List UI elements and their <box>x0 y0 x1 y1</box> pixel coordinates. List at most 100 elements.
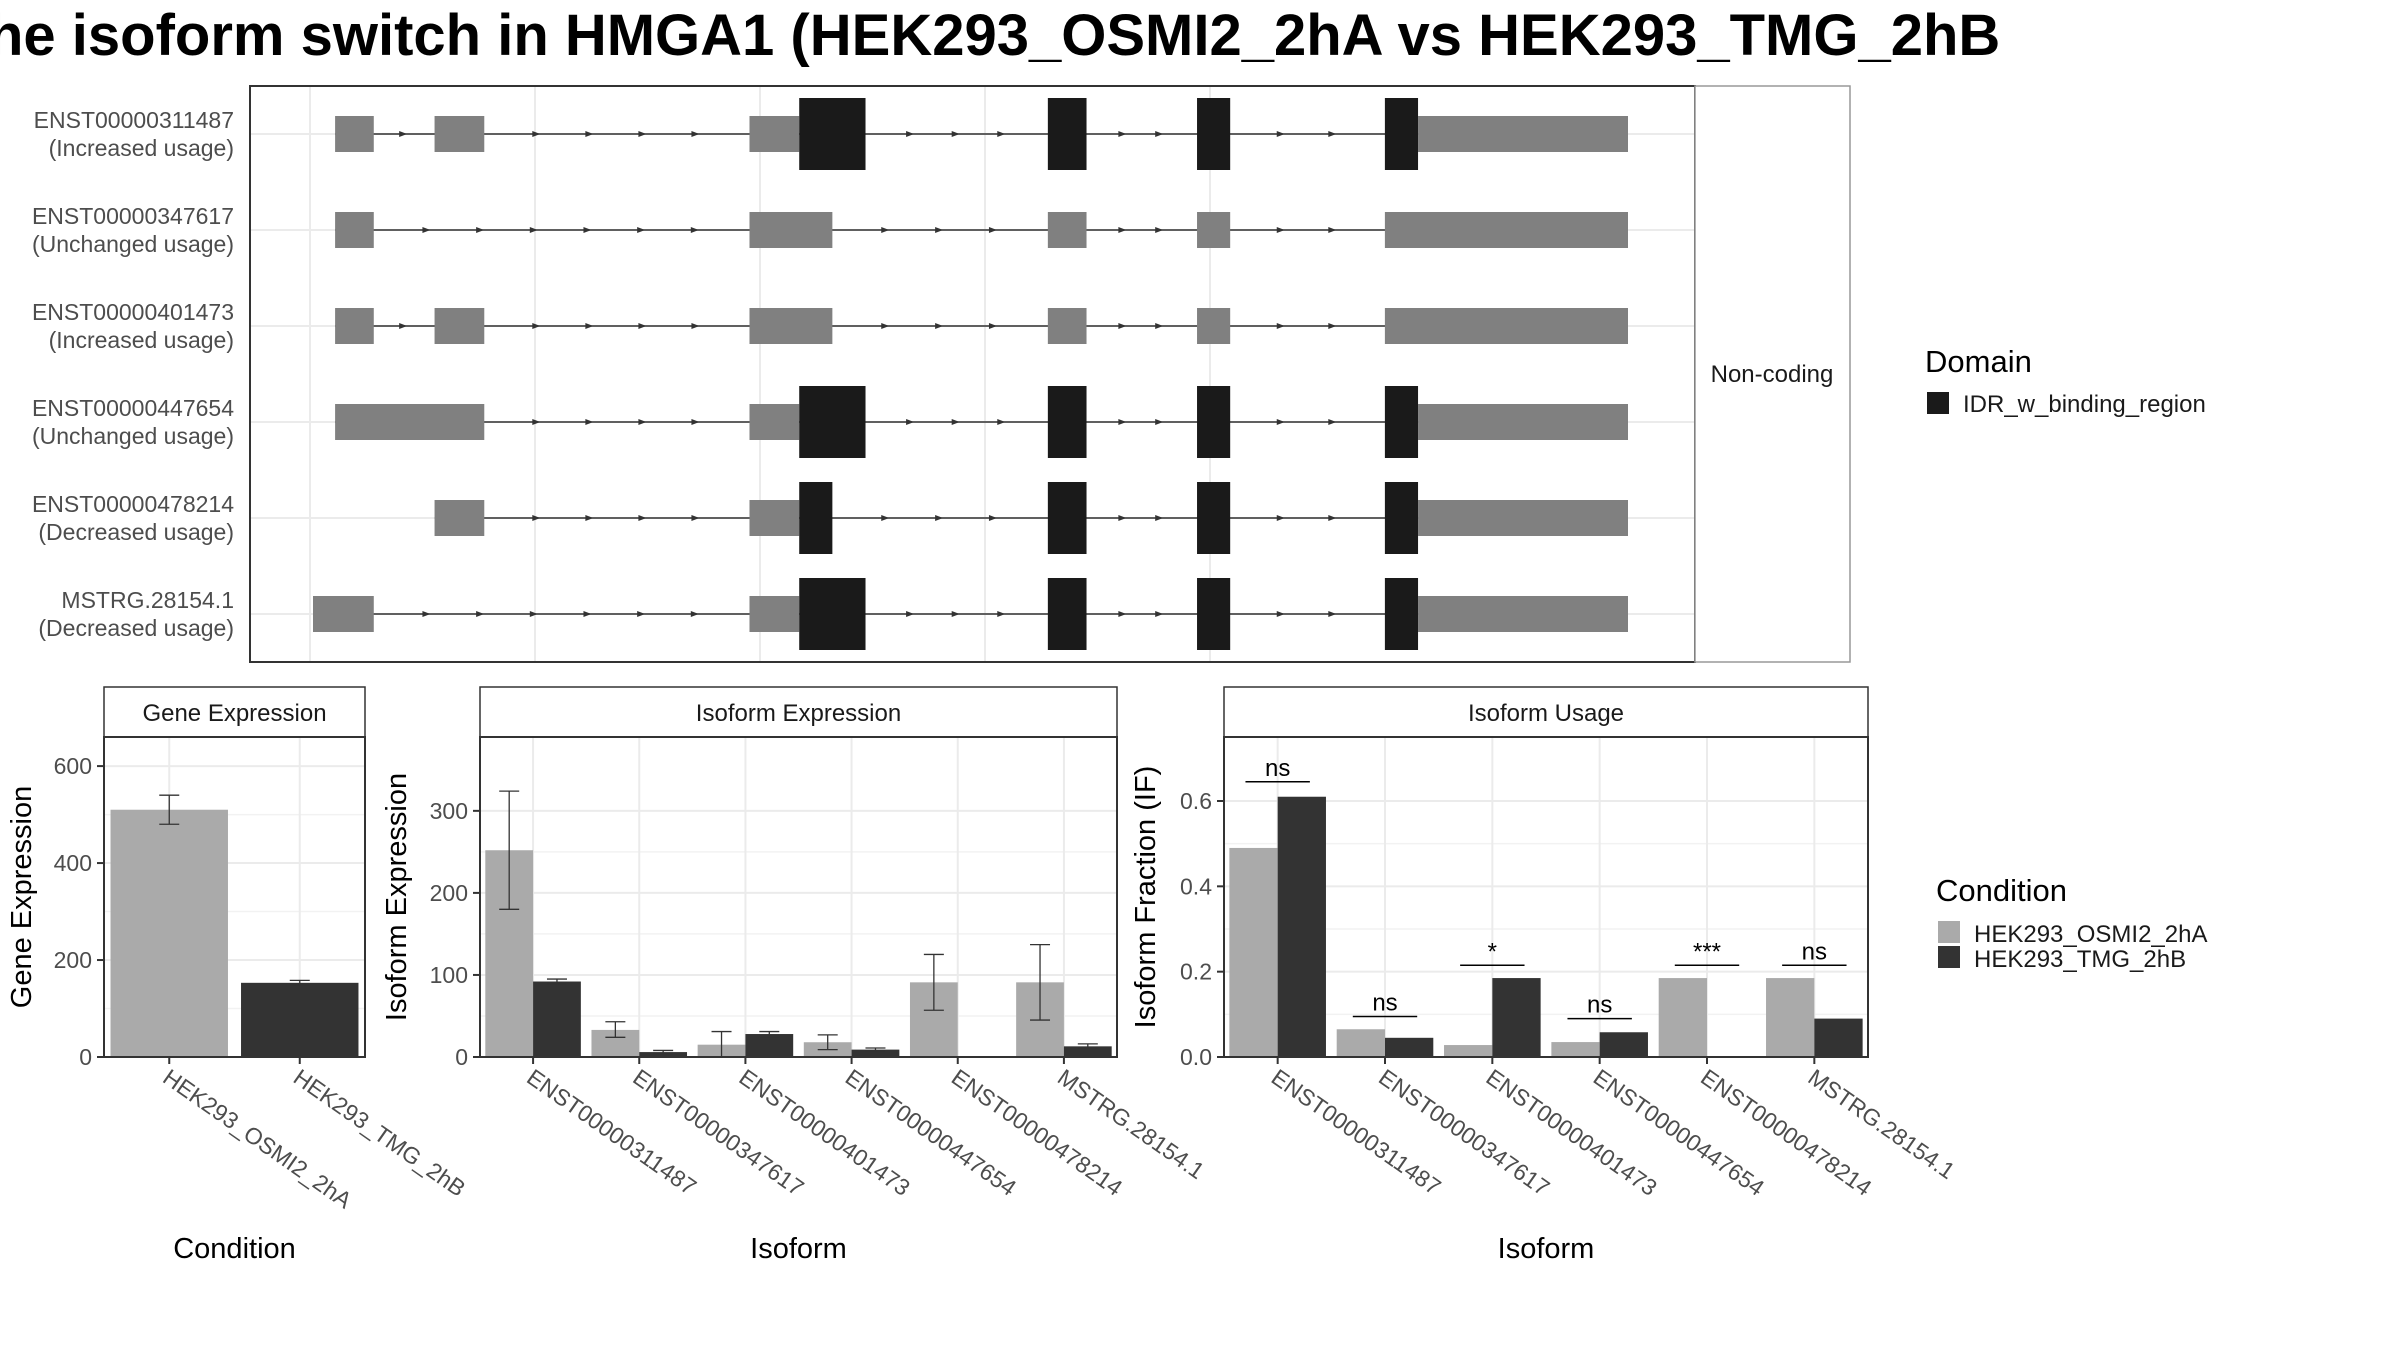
bar <box>533 981 581 1057</box>
x-tick-label: ENST00000447654 <box>841 1064 1022 1201</box>
exon <box>1418 596 1628 632</box>
bar <box>1444 1045 1493 1057</box>
bar <box>1277 796 1326 1057</box>
intron-arrow <box>906 131 915 137</box>
strip-background <box>1694 85 1851 663</box>
bar <box>1063 1046 1112 1057</box>
y-tick-label: 0.4 <box>1180 873 1212 899</box>
significance-label: *** <box>1693 938 1721 965</box>
bar <box>1229 847 1278 1057</box>
x-axis-title: Isoform <box>750 1233 847 1265</box>
structure-plot-area <box>250 86 1695 662</box>
strip-background <box>103 686 366 738</box>
bar <box>1336 1029 1385 1057</box>
intron-arrow <box>1276 515 1285 521</box>
significance-label: ns <box>1587 992 1612 1019</box>
domain-exon <box>1384 578 1419 650</box>
legend-entry: HEK293_TMG_2hB <box>1974 946 2186 973</box>
significance-label: ns <box>1802 938 1827 965</box>
intron-arrow <box>1118 131 1127 137</box>
legend-swatch <box>1927 392 1949 414</box>
intron-arrow <box>1276 419 1285 425</box>
x-axis-title: Isoform <box>1498 1233 1595 1265</box>
intron-arrow <box>691 323 700 329</box>
x-tick-label: ENST00000447654 <box>1589 1064 1770 1201</box>
bar <box>1492 978 1541 1057</box>
y-tick-label: 200 <box>54 947 92 973</box>
domain-exon <box>1384 386 1419 458</box>
panel-border <box>103 736 366 1058</box>
x-tick-label: ENST00000347617 <box>628 1064 808 1201</box>
x-tick-label: ENST00000478214 <box>947 1064 1128 1201</box>
intron-arrow <box>476 227 485 233</box>
strip-background <box>479 686 1118 738</box>
intron-arrow <box>1118 227 1127 233</box>
isoform-usage-panel: Isoform Usage0.00.20.40.6nsENST000003114… <box>1130 686 1960 1265</box>
domain-exon <box>1384 98 1419 170</box>
legend-entry: IDR_w_binding_region <box>1963 391 2206 418</box>
intron-arrow <box>638 515 647 521</box>
intron-arrow <box>422 611 431 617</box>
x-tick-label: ENST00000401473 <box>735 1064 915 1201</box>
bar <box>110 809 228 1057</box>
exon <box>749 212 833 248</box>
domain-exon <box>799 98 866 170</box>
intron-arrow <box>1328 419 1337 425</box>
y-axis-title: Gene Expression <box>6 786 38 1008</box>
bar <box>639 1052 688 1057</box>
exon <box>335 212 374 248</box>
legend-entry: HEK293_OSMI2_2hA <box>1974 921 2207 948</box>
intron-arrow <box>532 323 541 329</box>
intron-arrow <box>935 227 944 233</box>
intron-arrow <box>399 131 408 137</box>
strip-label: Gene Expression <box>142 700 326 727</box>
intron-arrow <box>1328 131 1337 137</box>
y-tick-label: 0.0 <box>1180 1044 1212 1070</box>
domain-exon <box>799 482 833 554</box>
bar <box>1766 978 1815 1057</box>
intron-arrow <box>585 515 594 521</box>
intron-arrow <box>529 611 538 617</box>
exon <box>335 308 374 344</box>
y-tick-label: 300 <box>430 798 468 824</box>
domain-exon <box>1197 98 1231 170</box>
bar <box>1551 1042 1600 1057</box>
exon <box>749 116 800 152</box>
strip-label: Isoform Expression <box>696 700 901 727</box>
exon <box>1047 212 1087 248</box>
y-tick-label: 600 <box>54 753 92 779</box>
intron-arrow <box>637 227 646 233</box>
intron-arrow <box>691 419 700 425</box>
intron-arrow <box>1118 611 1127 617</box>
panel-border <box>479 736 1118 1058</box>
intron-arrow <box>585 419 594 425</box>
intron-arrow <box>935 323 944 329</box>
intron-arrow <box>690 227 699 233</box>
intron-arrow <box>906 419 915 425</box>
intron-arrow <box>532 419 541 425</box>
y-tick-label: 0 <box>79 1044 92 1070</box>
significance-label: ns <box>1372 989 1397 1016</box>
y-tick-label: 400 <box>54 850 92 876</box>
x-tick-label: ENST00000478214 <box>1696 1064 1877 1201</box>
intron-arrow <box>1118 515 1127 521</box>
intron-arrow <box>1155 323 1164 329</box>
intron-arrow <box>638 131 647 137</box>
exon <box>335 404 485 440</box>
intron-arrow <box>988 227 997 233</box>
bar <box>1599 1032 1648 1057</box>
domain-exon <box>1047 578 1087 650</box>
exon <box>749 500 800 536</box>
transcript-id-label: ENST00000447654 <box>32 395 234 421</box>
y-tick-label: 100 <box>430 962 468 988</box>
bar <box>241 982 359 1057</box>
exon <box>1384 308 1628 344</box>
legend-swatch <box>1938 946 1960 968</box>
exon <box>1418 404 1628 440</box>
exon <box>749 404 800 440</box>
domain-exon <box>1197 578 1231 650</box>
domain-exon <box>1047 98 1087 170</box>
gene-structure-panel: ENST00000311487(Increased usage)ENST0000… <box>32 85 1851 663</box>
y-tick-label: 200 <box>430 880 468 906</box>
